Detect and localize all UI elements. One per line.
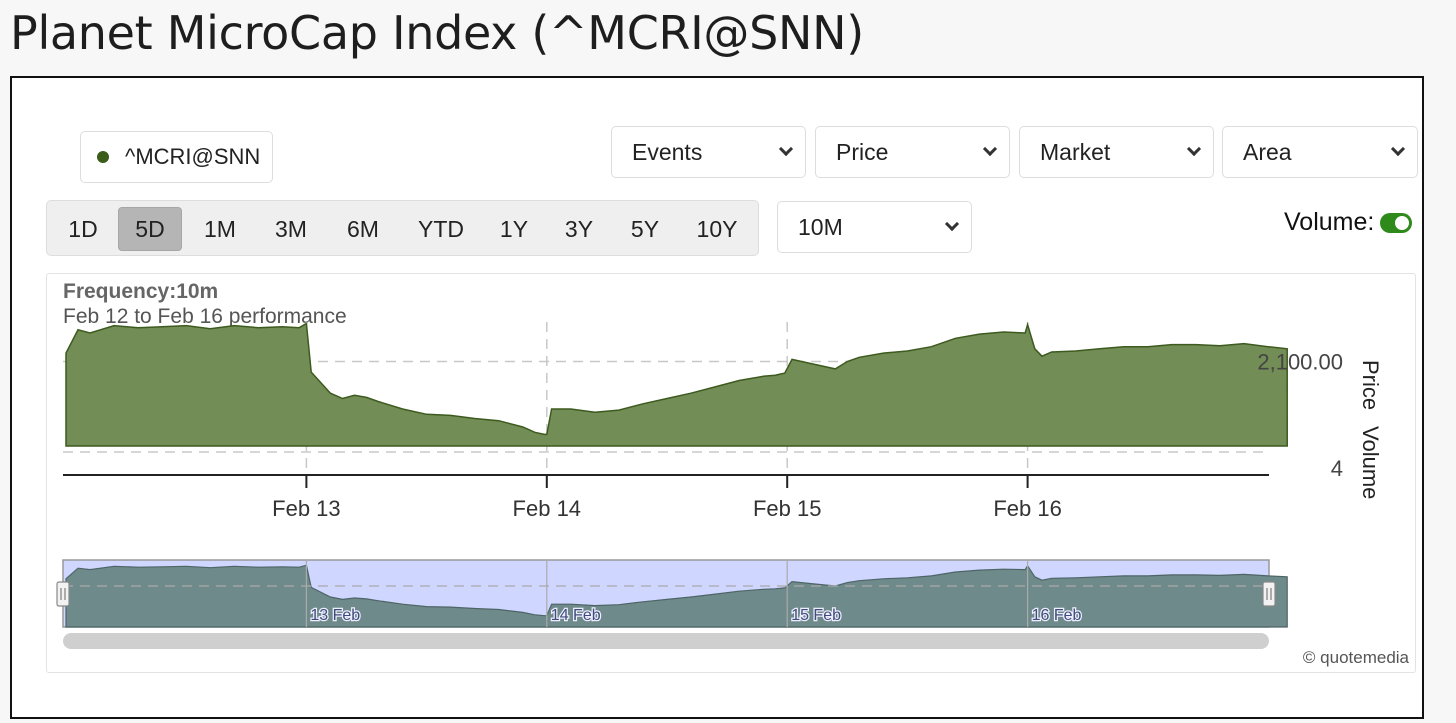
interval-select[interactable]: 10M	[777, 201, 972, 253]
navigator-handle	[56, 581, 70, 607]
chevron-down-icon	[944, 216, 960, 232]
interval-select-label: 10M	[798, 213, 843, 240]
range-3m-button[interactable]: 3M	[275, 215, 307, 242]
chevron-down-icon	[778, 141, 794, 157]
legend-item[interactable]: ^MCRI@SNN	[80, 131, 273, 183]
range-1y-button[interactable]: 1Y	[499, 215, 529, 242]
navigator-area	[65, 564, 1288, 628]
chevron-down-icon	[1186, 141, 1202, 157]
navigator-tick-label: 15 Feb	[791, 607, 841, 624]
navigator-tick-label: 14 Feb	[551, 607, 601, 624]
chevron-down-icon	[982, 141, 998, 157]
chart-panel: Frequency:10m Feb 12 to Feb 16 performan…	[46, 273, 1416, 673]
chart-subtitle: Feb 12 to Feb 16 performance	[63, 305, 347, 328]
y-tick-label: 2,100.00	[1257, 350, 1343, 375]
credit-label: © quotemedia	[1302, 648, 1409, 667]
market-select-label: Market	[1040, 138, 1111, 165]
x-tick-label: Feb 13	[272, 496, 341, 521]
navigator-tick-label: 13 Feb	[310, 607, 360, 624]
frequency-label: Frequency:10m	[63, 280, 218, 303]
price-area	[65, 321, 1288, 447]
range-5y-button[interactable]: 5Y	[630, 215, 660, 242]
range-3y-button[interactable]: 3Y	[564, 215, 594, 242]
toggle-switch-icon[interactable]	[1380, 212, 1413, 233]
range-selector: 1D 5D 1M 3M 6M YTD 1Y 3Y 5Y 10Y	[46, 200, 759, 256]
volume-toggle-label: Volume:	[1284, 208, 1375, 236]
x-tick-label: Feb 16	[993, 496, 1062, 521]
range-6m-button[interactable]: 6M	[347, 215, 379, 242]
chevron-down-icon	[1390, 141, 1406, 157]
navigator-tick-label: 16 Feb	[1032, 607, 1082, 624]
chart-type-select-label: Area	[1243, 138, 1292, 165]
x-tick-label: Feb 15	[753, 496, 822, 521]
price-axis-label: Price	[1358, 360, 1383, 410]
legend-label: ^MCRI@SNN	[125, 144, 261, 169]
page-title: Planet MicroCap Index (^MCRI@SNN)	[10, 6, 864, 60]
chart-type-select[interactable]: Area	[1222, 126, 1418, 178]
navigator-scrollbar	[63, 633, 1269, 649]
price-select-label: Price	[836, 138, 889, 165]
range-5d-button[interactable]: 5D	[118, 207, 182, 251]
range-ytd-button[interactable]: YTD	[418, 215, 464, 242]
x-tick-label: Feb 14	[513, 496, 582, 521]
volume-axis-label: Volume	[1358, 426, 1383, 499]
range-1d-button[interactable]: 1D	[68, 215, 98, 242]
market-select[interactable]: Market	[1019, 126, 1214, 178]
legend-dot-icon	[97, 151, 109, 163]
chart-canvas: Frequency:10m Feb 12 to Feb 16 performan…	[56, 280, 1383, 649]
volume-toggle[interactable]: Volume:	[1284, 208, 1413, 237]
range-10y-button[interactable]: 10Y	[696, 215, 738, 242]
price-select[interactable]: Price	[815, 126, 1010, 178]
navigator-handle	[1262, 581, 1276, 607]
volume-tick-label: 4	[1331, 456, 1343, 481]
events-select-label: Events	[632, 138, 703, 165]
chart-widget: ^MCRI@SNN Events Price Market Area 1D 5D…	[10, 76, 1424, 719]
events-select[interactable]: Events	[611, 126, 806, 178]
range-1m-button[interactable]: 1M	[204, 215, 236, 242]
